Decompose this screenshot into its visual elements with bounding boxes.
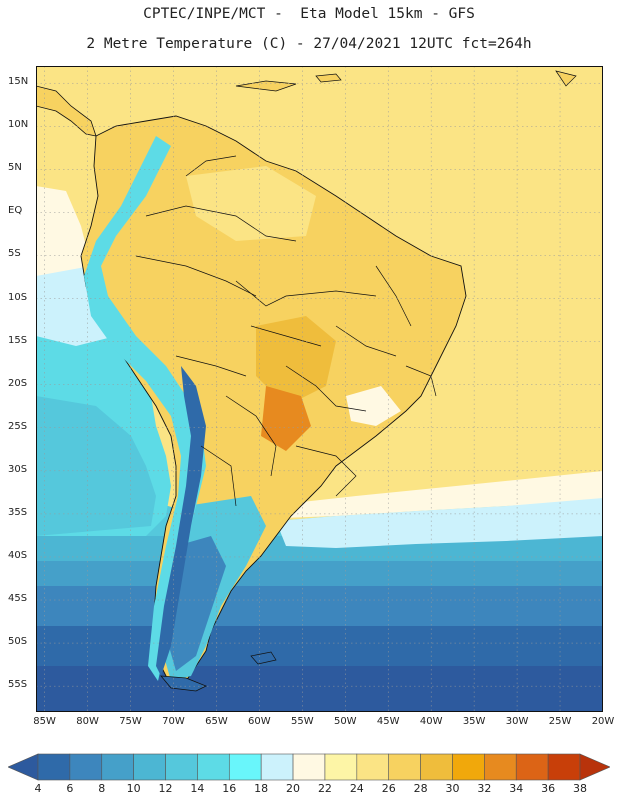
colorbar-bin: [69, 753, 103, 781]
lon-tick-label: 50W: [333, 716, 357, 727]
colorbar-bin: [260, 753, 294, 781]
lon-tick-label: 30W: [505, 716, 529, 727]
colorbar-bin: [228, 753, 262, 781]
hot-region-central: [256, 316, 336, 406]
colorbar-tick-label: 10: [126, 782, 141, 795]
title-line-1: CPTEC/INPE/MCT - Eta Model 15km - GFS: [143, 6, 475, 22]
lon-tick-label: 65W: [205, 716, 228, 727]
map-frame: [36, 66, 603, 712]
colorbar-tick-label: 36: [541, 782, 556, 795]
lat-tick-label: EQ: [8, 205, 23, 217]
lon-tick-label: 25W: [548, 716, 572, 727]
lat-tick-label: 30S: [8, 463, 28, 475]
lon-tick-label: 40W: [419, 716, 443, 727]
colorbar-bin: [165, 753, 198, 781]
colorbar-bin: [37, 753, 71, 781]
colorbar-tick-label: 12: [158, 782, 173, 795]
lat-tick-label: 40S: [8, 549, 28, 561]
lat-tick-label: 10S: [8, 291, 28, 303]
tierra-del-fuego: [160, 675, 207, 692]
colorbar: [8, 752, 610, 782]
colorbar-bin: [197, 753, 230, 781]
colorbar-bin: [452, 753, 485, 781]
map-panel: [36, 66, 603, 712]
pacific-mid-region: [36, 396, 156, 536]
colorbar-bin: [420, 753, 453, 781]
lon-tick-label: 85W: [33, 716, 56, 727]
colorbar-bin: [547, 753, 581, 781]
colorbar-tick-label: 24: [349, 782, 364, 795]
caribbean-islands: [235, 70, 577, 92]
colorbar-bin: [324, 753, 358, 781]
lat-tick-label: 5S: [8, 248, 21, 260]
central-america: [36, 85, 97, 137]
andes-cold-strip: [84, 136, 206, 681]
colorbar-bin: [388, 753, 421, 781]
colorbar-tick-label: 6: [66, 782, 74, 795]
colorbar-bin: [292, 753, 326, 781]
andes-colder-core: [156, 366, 206, 676]
colorbar-svg: [8, 753, 610, 781]
colorbar-tick-label: 22: [317, 782, 332, 795]
lon-tick-label: 20W: [591, 716, 615, 727]
falkland-islands: [250, 651, 277, 665]
gridlines: [36, 66, 603, 712]
colorbar-bin: [101, 753, 134, 781]
lon-tick-label: 70W: [162, 716, 185, 727]
colorbar-arrow-low: [8, 753, 39, 781]
lat-tick-label: 15N: [8, 76, 29, 88]
colorbar-tick-label: 32: [477, 782, 492, 795]
colorbar-tick-label: 34: [509, 782, 524, 795]
lon-tick-label: 35W: [462, 716, 486, 727]
lon-tick-label: 55W: [291, 716, 314, 727]
colorbar-bin: [515, 753, 549, 781]
colorbar-tick-label: 20: [286, 782, 301, 795]
lon-tick-label: 45W: [376, 716, 400, 727]
ocean-pale-band: [276, 496, 603, 548]
colorbar-tick-label: 18: [254, 782, 269, 795]
colorbar-tick-label: 28: [413, 782, 428, 795]
colorbar-tick-label: 38: [573, 782, 587, 795]
lat-tick-label: 45S: [8, 593, 28, 605]
temperature-map: [36, 66, 603, 712]
lat-tick-label: 10N: [8, 119, 29, 131]
lat-tick-label: 15S: [8, 334, 28, 346]
lat-tick-label: 50S: [8, 636, 28, 648]
colorbar-bin: [356, 753, 390, 781]
warm-region-north: [186, 166, 316, 241]
colorbar-tick-label: 30: [445, 782, 460, 795]
lat-tick-label: 20S: [8, 377, 28, 389]
colorbar-arrow-high: [579, 753, 610, 781]
colorbar-tick-label: 26: [381, 782, 396, 795]
colorbar-bin: [484, 753, 517, 781]
colorbar-tick-label: 14: [190, 782, 205, 795]
lon-tick-label: 60W: [248, 716, 271, 727]
lat-tick-label: 5N: [8, 162, 22, 174]
title-line-2: 2 Metre Temperature (C) - 27/04/2021 12U…: [86, 36, 532, 52]
lat-tick-label: 25S: [8, 420, 28, 432]
lat-tick-label: 55S: [8, 679, 28, 691]
pacific-cream-band: [36, 186, 91, 276]
country-borders: [135, 155, 437, 507]
cool-patch-southeast: [346, 386, 401, 426]
lon-tick-label: 75W: [119, 716, 142, 727]
colorbar-tick-label: 4: [34, 782, 42, 795]
lat-tick-label: 35S: [8, 506, 28, 518]
lon-tick-label: 80W: [76, 716, 99, 727]
colorbar-bin: [133, 753, 166, 781]
colorbar-tick-label: 16: [222, 782, 237, 795]
ocean-cream-band: [266, 471, 603, 518]
colorbar-tick-label: 8: [98, 782, 106, 795]
hot-region-south: [261, 386, 311, 451]
